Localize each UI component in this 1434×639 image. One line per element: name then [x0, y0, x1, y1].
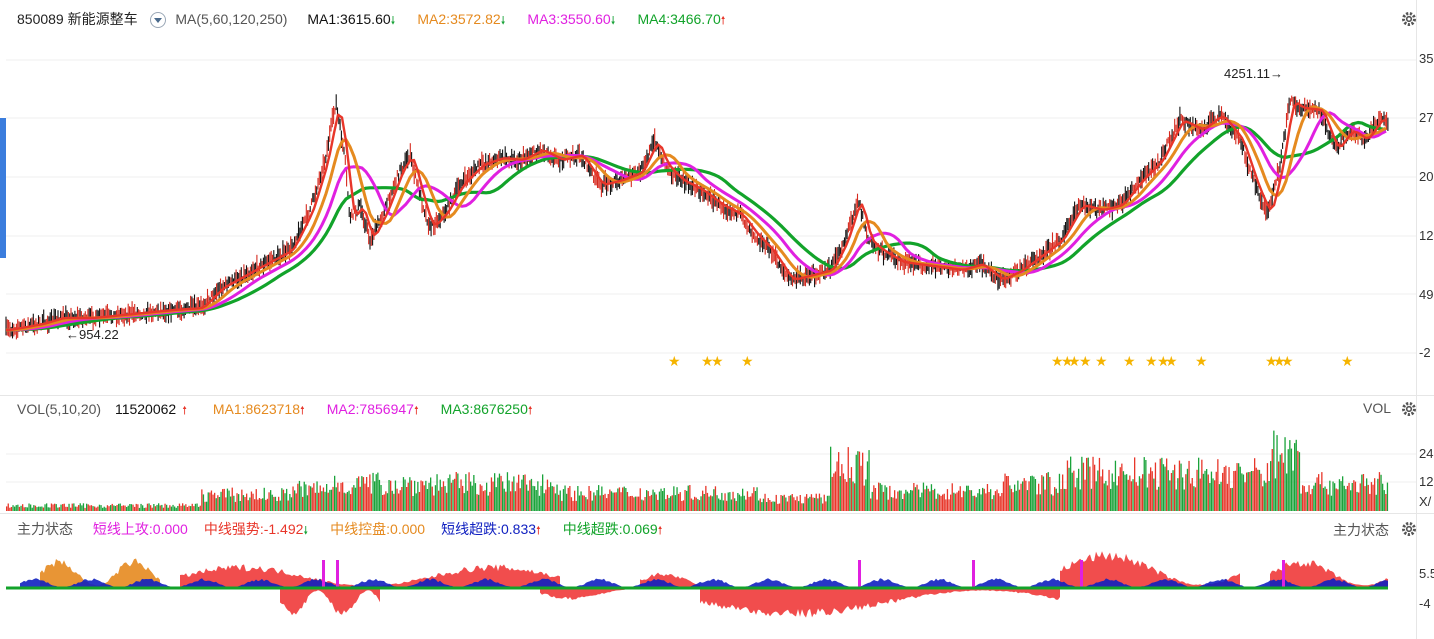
- indicator-value-1: 短线上攻:0.000: [92, 521, 188, 537]
- vol-params: VOL(5,10,20): [17, 401, 102, 417]
- vol-value: 11520062 🠕: [114, 401, 187, 417]
- indicator-value-4: 短线超跌:0.833🠕: [441, 518, 547, 542]
- signal-star-icon: ★: [1273, 353, 1286, 369]
- panel-divider: [0, 395, 1434, 396]
- axis-tick-label: -2: [1419, 345, 1431, 360]
- arrow-up-icon: 🠕: [413, 405, 419, 417]
- ma-value-1: MA1:3615.60🠗: [307, 8, 401, 32]
- signal-star-icon: ★: [1145, 353, 1158, 369]
- panel-divider: [0, 513, 1434, 514]
- indicator-title: 主力状态: [17, 521, 73, 537]
- signal-star-icon: ★: [1068, 353, 1081, 369]
- vol-ma-value-2: MA2:7856947🠕: [327, 398, 425, 422]
- price-chart[interactable]: [0, 0, 1416, 395]
- ma-settings-dropdown-icon[interactable]: [149, 12, 166, 29]
- volume-panel[interactable]: VOL(5,10,20) 11520062 🠕 MA1:8623718🠕 MA2:7…: [0, 396, 1434, 513]
- indicator-legend: 主力状态 短线上攻:0.000 中线强势:-1.492🠗 中线控盘:0.000 短线超…: [17, 518, 680, 540]
- ma1-line: [5, 102, 1387, 332]
- signal-star-icon: ★: [1165, 353, 1178, 369]
- gear-icon[interactable]: [1401, 521, 1417, 537]
- arrow-up-icon: 🠕: [657, 525, 663, 537]
- arrow-up-icon: 🠕: [720, 15, 726, 27]
- signal-star-icon: ★: [741, 353, 754, 369]
- indicator-value-2: 中线强势:-1.492🠗: [204, 518, 314, 542]
- signal-star-icon: ★: [1123, 353, 1136, 369]
- axis-divider: [1416, 0, 1417, 639]
- indicator-value-3: 中线控盘:0.000: [330, 521, 426, 537]
- axis-tick-label: 12: [1419, 228, 1434, 243]
- gear-icon[interactable]: [1401, 401, 1417, 417]
- panel-focus-marker: [0, 118, 6, 258]
- signal-star-icon: ★: [1341, 353, 1354, 369]
- volume-chart[interactable]: [0, 396, 1416, 513]
- axis-tick-label: 35: [1419, 51, 1434, 66]
- ma-params[interactable]: MA(5,60,120,250): [175, 11, 288, 27]
- axis-tick-label: 24: [1419, 446, 1434, 461]
- axis-tick-label: 20: [1419, 169, 1434, 184]
- volume-legend: VOL(5,10,20) 11520062 🠕 MA1:8623718🠕 MA2:7…: [17, 398, 551, 420]
- stock-code-name: 850089 新能源整车: [17, 11, 138, 27]
- signal-star-icon: ★: [668, 353, 681, 369]
- axis-tick-label: 49: [1419, 287, 1434, 302]
- price-chart-panel[interactable]: 850089 新能源整车 MA(5,60,120,250) MA1:3615.6…: [0, 0, 1434, 395]
- vol-right-label: VOL: [1363, 400, 1392, 416]
- indicator-right-label: 主力状态: [1333, 522, 1389, 538]
- indicator-panel[interactable]: 主力状态 短线上攻:0.000 中线强势:-1.492🠗 中线控盘:0.000 短线超…: [0, 514, 1434, 639]
- signal-star-icon: ★: [711, 353, 724, 369]
- signal-star-icon: ★: [701, 353, 714, 369]
- signal-star-icon: ★: [1061, 353, 1074, 369]
- ma3-line: [5, 111, 1387, 332]
- signal-star-icon: ★: [1157, 353, 1170, 369]
- axis-tick-label: 27: [1419, 110, 1434, 125]
- ma-value-4: MA4:3466.70🠕: [637, 8, 731, 32]
- signal-star-icon: ★: [1195, 353, 1208, 369]
- low-price-annotation: ←954.22: [66, 327, 119, 342]
- ma2-line: [5, 105, 1387, 332]
- arrow-down-icon: 🠗: [303, 525, 309, 537]
- axis-tick-label: 5.5: [1419, 566, 1434, 581]
- signal-star-icon: ★: [1051, 353, 1064, 369]
- gear-icon[interactable]: [1401, 11, 1417, 27]
- volume-bars: [6, 430, 1389, 511]
- axis-tick-label: -4: [1419, 596, 1431, 611]
- arrow-down-icon: 🠗: [610, 15, 616, 27]
- axis-tick-label: X/: [1419, 494, 1432, 509]
- signal-star-icon: ★: [1265, 353, 1278, 369]
- vol-ma-value-3: MA3:8676250🠕: [441, 398, 539, 422]
- ma-value-2: MA2:3572.82🠗: [417, 8, 511, 32]
- indicator-chart[interactable]: [0, 514, 1416, 639]
- axis-tick-label: 12: [1419, 474, 1434, 489]
- vol-ma-values: MA1:8623718🠕 MA2:7856947🠕 MA3:8676250🠕: [203, 398, 545, 422]
- signal-star-icon: ★: [1095, 353, 1108, 369]
- high-price-annotation: 4251.11→: [1224, 66, 1284, 81]
- indicator-areas: [20, 551, 1388, 618]
- signal-star-icon: ★: [1079, 353, 1092, 369]
- ma-value-3: MA3:3550.60🠗: [527, 8, 621, 32]
- ma-values: MA1:3615.60🠗 MA2:3572.82🠗 MA3:3550.60🠗 MA4:…: [297, 8, 737, 32]
- vol-ma-value-1: MA1:8623718🠕: [213, 398, 311, 422]
- arrow-down-icon: 🠗: [500, 15, 506, 27]
- arrow-up-icon: 🠕: [300, 405, 305, 417]
- arrow-down-icon: 🠗: [390, 15, 396, 27]
- indicator-value-5: 中线超跌:0.069🠕: [563, 518, 669, 542]
- indicator-values: 短线上攻:0.000 中线强势:-1.492🠗 中线控盘:0.000 短线超跌:0.8…: [83, 518, 675, 542]
- arrow-up-icon: 🠕: [527, 405, 533, 417]
- price-legend: 850089 新能源整车 MA(5,60,120,250) MA1:3615.6…: [17, 8, 743, 30]
- arrow-up-icon: 🠕: [536, 525, 541, 537]
- signal-star-icon: ★: [1281, 353, 1294, 369]
